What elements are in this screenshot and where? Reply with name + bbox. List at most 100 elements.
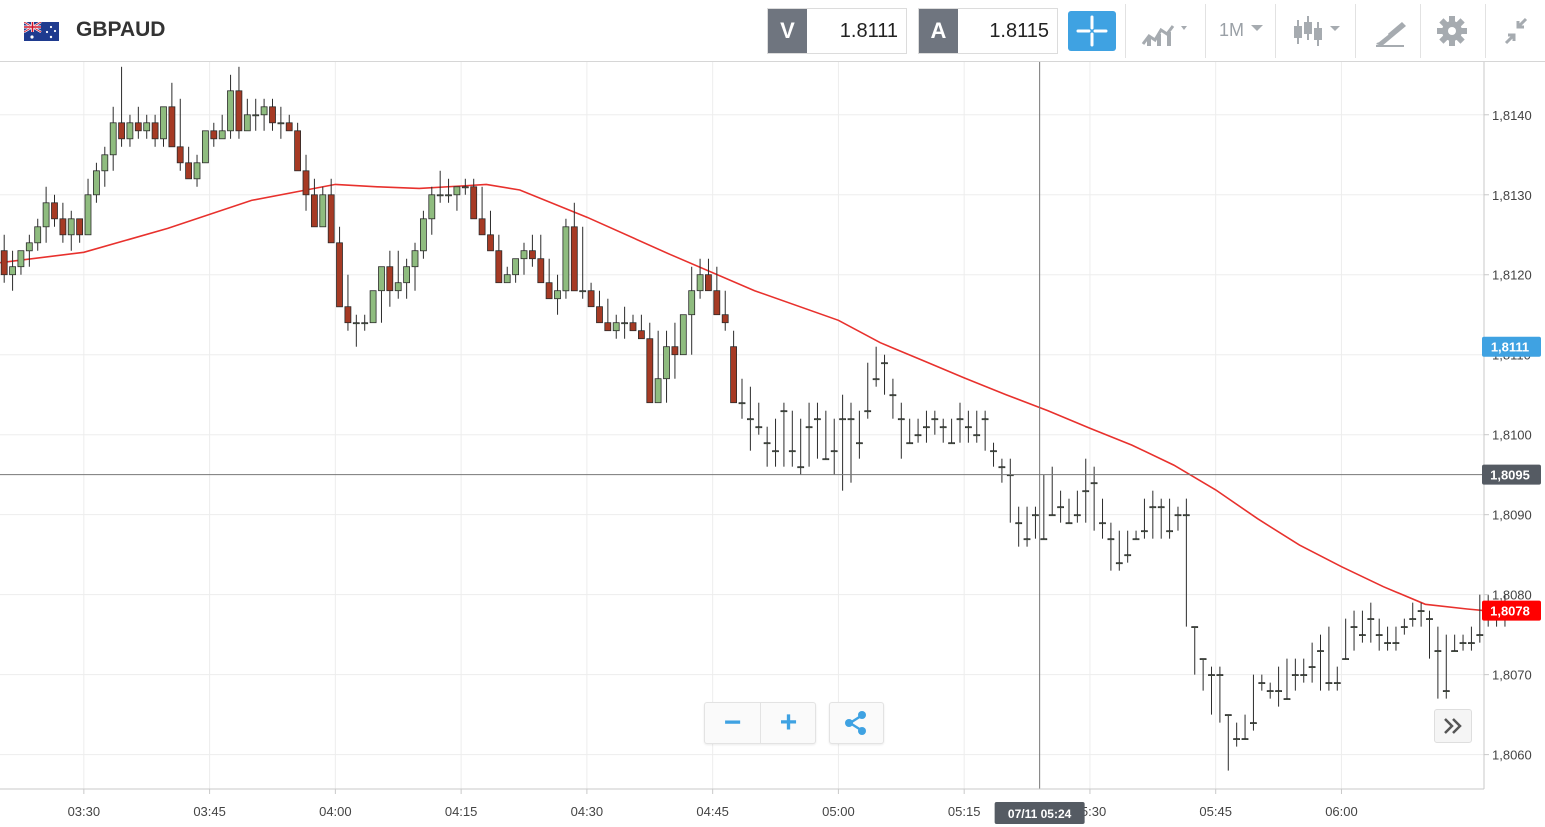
candle bbox=[1208, 666, 1215, 715]
candle-body-up bbox=[1241, 738, 1249, 740]
candle-body-up bbox=[260, 106, 268, 116]
candle-body-up bbox=[897, 418, 905, 421]
candle-body-up bbox=[1342, 658, 1349, 660]
candle-body-down bbox=[537, 258, 545, 284]
candle bbox=[1115, 530, 1123, 571]
chart-toolbar: GBPAUD V 1.8111 A 1.8115 1M bbox=[0, 0, 1545, 62]
candle-body-up bbox=[1216, 674, 1224, 676]
candle bbox=[990, 442, 997, 467]
settings-button[interactable] bbox=[1432, 8, 1472, 54]
candle-body-up bbox=[621, 322, 628, 325]
candle bbox=[369, 290, 377, 324]
share-button[interactable] bbox=[829, 702, 884, 744]
y-tick-label: 1,8070 bbox=[1492, 668, 1532, 683]
candle-body-up bbox=[939, 426, 947, 429]
scroll-to-latest-button[interactable] bbox=[1434, 709, 1472, 743]
candle-body-up bbox=[369, 290, 377, 324]
candle-body-up bbox=[822, 458, 830, 461]
candle-body-up bbox=[1266, 690, 1274, 692]
candle bbox=[1350, 610, 1358, 651]
candle bbox=[621, 306, 628, 339]
candle bbox=[218, 114, 226, 140]
candle bbox=[1317, 634, 1324, 691]
candle bbox=[512, 258, 519, 283]
candle bbox=[939, 418, 947, 443]
candle-body-up bbox=[780, 410, 788, 413]
candle bbox=[738, 378, 746, 419]
candle bbox=[1073, 490, 1081, 523]
candle-body-up bbox=[612, 322, 620, 332]
candle bbox=[1174, 506, 1182, 531]
collapse-arrows-icon bbox=[1504, 17, 1528, 45]
candle bbox=[252, 98, 260, 131]
x-tick-label: 03:45 bbox=[193, 804, 226, 819]
timeframe-select[interactable]: 1M bbox=[1210, 8, 1270, 54]
candle bbox=[1241, 714, 1249, 740]
candle-body-up bbox=[554, 290, 561, 300]
candle-body-up bbox=[1468, 642, 1475, 644]
zoom-in-button[interactable]: + bbox=[779, 706, 798, 739]
ask-label: A bbox=[919, 9, 958, 53]
candle-body-down bbox=[604, 322, 612, 332]
candle bbox=[562, 218, 570, 299]
candle bbox=[51, 194, 58, 227]
instrument-symbol: GBPAUD bbox=[76, 18, 166, 41]
candle bbox=[889, 378, 897, 419]
candle-body-up bbox=[990, 450, 997, 453]
candle bbox=[1166, 498, 1173, 539]
candle-body-down bbox=[646, 338, 654, 404]
candle-body-up bbox=[143, 122, 151, 132]
gb-au-flag-icon bbox=[24, 22, 59, 41]
candle-body-down bbox=[176, 146, 184, 164]
candle bbox=[981, 410, 989, 451]
candle-body-up bbox=[981, 418, 989, 421]
candle-body-up bbox=[1258, 682, 1266, 684]
drawing-tools-button[interactable] bbox=[1368, 8, 1412, 54]
candle-body-up bbox=[1275, 690, 1282, 692]
candle-body-down bbox=[495, 250, 503, 284]
candle bbox=[730, 330, 737, 404]
candle-body-up bbox=[411, 250, 419, 268]
candle bbox=[1476, 594, 1484, 643]
collapse-button[interactable] bbox=[1496, 8, 1536, 54]
candle bbox=[772, 418, 779, 467]
ask-quote-button[interactable]: A 1.8115 bbox=[918, 8, 1058, 54]
candle-body-down bbox=[336, 242, 343, 308]
candle bbox=[419, 210, 427, 259]
crosshair-toggle-button[interactable] bbox=[1068, 11, 1116, 51]
candle-body-up bbox=[872, 378, 880, 381]
bid-quote-button[interactable]: V 1.8111 bbox=[767, 8, 907, 54]
candle-body-up bbox=[562, 226, 570, 292]
candle-body-up bbox=[1384, 642, 1391, 644]
indicators-menu-button[interactable] bbox=[1139, 8, 1195, 54]
candle-body-up bbox=[445, 194, 452, 197]
candle-body-up bbox=[403, 266, 411, 284]
candle-body-up bbox=[738, 402, 746, 405]
moving-average-path bbox=[0, 183, 1485, 612]
candle bbox=[151, 114, 159, 147]
candle bbox=[67, 210, 75, 251]
candle bbox=[713, 266, 721, 316]
candle bbox=[872, 346, 880, 387]
candle bbox=[763, 426, 771, 467]
candle-body-up bbox=[319, 194, 327, 228]
candle bbox=[269, 98, 276, 131]
zoom-controls: − + bbox=[704, 702, 816, 744]
candle bbox=[906, 418, 914, 445]
candle-body-up bbox=[1409, 618, 1417, 620]
candle bbox=[1023, 506, 1031, 547]
chart-type-menu-button[interactable] bbox=[1288, 8, 1348, 54]
candle-body-up bbox=[1124, 554, 1132, 557]
candle-body-down bbox=[529, 250, 536, 260]
candle bbox=[294, 122, 302, 172]
candle-body-up bbox=[1174, 514, 1182, 517]
crosshair-price-tag-bg bbox=[1482, 464, 1541, 485]
candle-body-up bbox=[9, 266, 17, 276]
candle-body-up bbox=[805, 426, 813, 429]
candle-body-down bbox=[386, 266, 394, 292]
candle bbox=[453, 186, 461, 211]
price-chart[interactable]: 1,81401,81301,81201,81101,81001,80901,80… bbox=[0, 62, 1545, 827]
candle bbox=[587, 282, 595, 308]
candle-body-up bbox=[378, 266, 385, 292]
zoom-out-button[interactable]: − bbox=[723, 706, 742, 739]
